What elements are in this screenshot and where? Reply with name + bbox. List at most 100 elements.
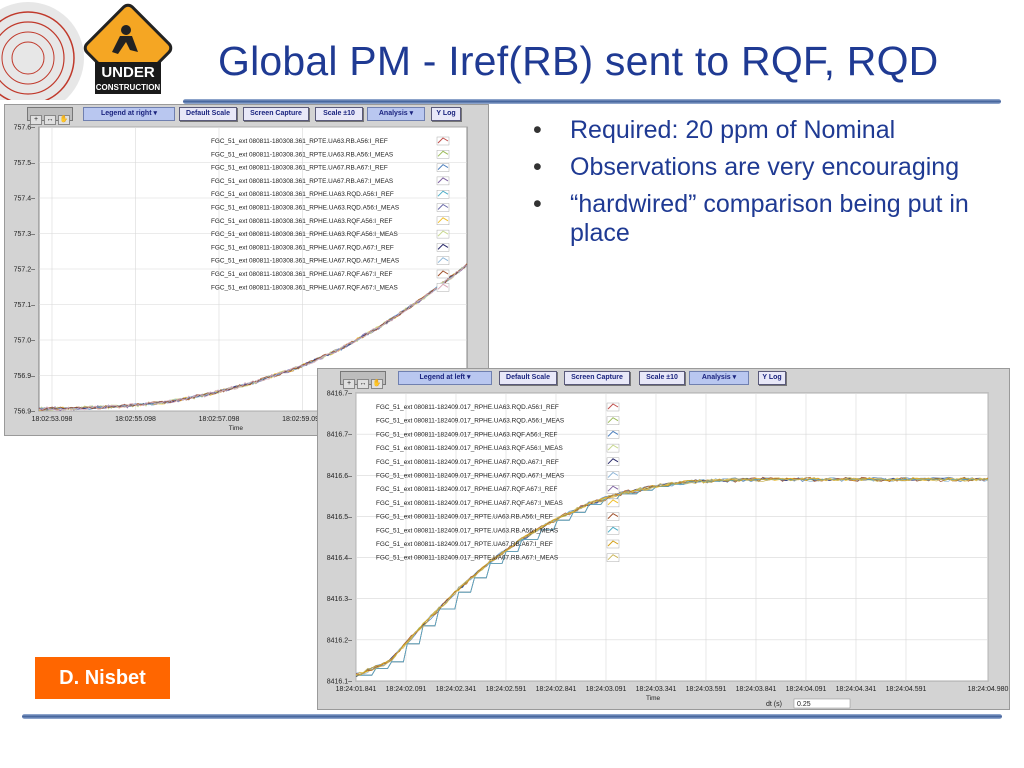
legend-swatch-line (607, 512, 619, 519)
legend-entry-label: FGC_51_ext 080811-180308.361_RPHE.UA67.R… (211, 258, 399, 265)
legend-entry-label: FGC_51_ext 080811-180308.361_RPHE.UA67.R… (211, 244, 394, 251)
default-scale-button[interactable]: Default Scale (179, 107, 237, 121)
dt-label: dt (s) (766, 701, 782, 708)
plot-area (355, 392, 989, 682)
bullet-list: • Required: 20 ppm of Nominal • Observatio… (533, 116, 1003, 256)
y-tick-label: 8416.7– (327, 432, 352, 439)
under-construction-logo: UNDER CONSTRUCTION (0, 2, 173, 114)
logo: UNDER CONSTRUCTION (0, 0, 180, 114)
default-scale-button[interactable]: Default Scale (499, 371, 557, 385)
y-tick-label: 8416.5– (327, 514, 352, 521)
legend-swatch-box (606, 553, 620, 562)
zoom-tool-icon[interactable]: + (343, 379, 355, 389)
hand-tool-icon[interactable]: ✋ (371, 379, 383, 389)
legend-dropdown[interactable]: Legend at right ▾ (83, 107, 175, 121)
x-tick-label: 18:24:04.591 (886, 686, 927, 693)
legend-swatch-line (437, 203, 449, 210)
legend-swatch-line (607, 554, 619, 561)
scale-button[interactable]: Scale ±10 (639, 371, 685, 385)
legend-swatch-box (606, 498, 620, 508)
y-tick-label: 8416.3– (327, 596, 352, 603)
logo-text-under: UNDER (101, 64, 155, 81)
legend-swatch-box (606, 471, 620, 480)
legend-entry-label: FGC_51_ext 080811-182409.017_RPHE.UA67.R… (376, 500, 563, 507)
legend-entry-label: FGC_51_ext 080811-180308.361_RPTE.UA63.R… (211, 138, 388, 145)
legend-swatch-box (436, 269, 450, 279)
legend-swatch-box (606, 402, 620, 412)
y-log-button[interactable]: Y Log (758, 371, 786, 385)
analysis-dropdown[interactable]: Analysis ▾ (689, 371, 749, 385)
legend-swatch-line (437, 163, 449, 170)
x-axis-label: Time (646, 695, 661, 702)
legend-entry-label: FGC_51_ext 080811-180308.361_RPHE.UA67.R… (211, 284, 398, 291)
y-tick-label: 8416.1– (327, 679, 352, 686)
legend-entry-label: FGC_51_ext 080811-180308.361_RPTE.UA67.R… (211, 178, 393, 185)
bullet-item: • Required: 20 ppm of Nominal (533, 116, 1003, 145)
legend-entry-label: FGC_51_ext 080811-182409.017_RPHE.UA67.R… (376, 486, 558, 493)
x-tick-label: 18:24:03.841 (736, 686, 777, 693)
x-tick-label: 18:24:02.341 (436, 686, 477, 693)
x-tick-label: 18:24:02.591 (486, 686, 527, 693)
bullet-text: Observations are very encouraging (570, 153, 960, 181)
zoom-tool-icon[interactable]: + (30, 115, 42, 125)
legend-entry-label: FGC_51_ext 080811-180308.361_RPHE.UA63.R… (211, 231, 398, 238)
y-tick-label: 757.4– (14, 196, 36, 203)
series-line (355, 476, 989, 676)
chart-toolbar: + ↔ ✋ Legend at right ▾ Default Scale Scre… (5, 105, 488, 125)
screen-capture-button[interactable]: Screen Capture (564, 371, 630, 385)
legend-dropdown[interactable]: Legend at left ▾ (398, 371, 492, 385)
bullet-item: • “hardwired” comparison being put in pla… (533, 190, 1003, 248)
y-tick-label: 757.1– (14, 302, 36, 309)
bullet-dot: • (533, 116, 542, 144)
y-log-button[interactable]: Y Log (431, 107, 461, 121)
y-tick-label: 757.6– (14, 125, 36, 132)
y-tick-label: 757.2– (14, 267, 36, 274)
scale-button[interactable]: Scale ±10 (315, 107, 363, 121)
bullet-dot: • (533, 153, 542, 181)
series-line (38, 265, 468, 411)
x-tick-label: 18:24:04.091 (786, 686, 827, 693)
x-tick-label: 18:24:03.091 (586, 686, 627, 693)
dt-value: 0.25 (797, 701, 811, 708)
analysis-dropdown[interactable]: Analysis ▾ (367, 107, 425, 121)
x-tick-label: 18:02:57.098 (199, 416, 240, 423)
legend-entry-label: FGC_51_ext 080811-180308.361_RPHE.UA63.R… (211, 191, 394, 198)
legend-swatch-box (436, 229, 450, 239)
x-tick-label: 18:24:03.591 (686, 686, 727, 693)
bullet-text: “hardwired” comparison being put in plac… (570, 190, 969, 247)
legend-swatch-box (606, 416, 620, 425)
dt-field (793, 698, 851, 709)
legend-swatch-line (437, 230, 449, 237)
legend-entry-label: FGC_51_ext 080811-180308.361_RPHE.UA63.R… (211, 218, 393, 225)
title-divider (183, 99, 1001, 104)
legend-swatch-box (606, 539, 620, 549)
pan-tool-icon[interactable]: ↔ (357, 379, 369, 389)
legend-swatch-line (607, 526, 619, 533)
slide-title: Global PM - Iref(RB) sent to RQF, RQD (218, 38, 939, 84)
legend-swatch-line (437, 177, 449, 184)
legend-entry-label: FGC_51_ext 080811-182409.017_RPHE.UA63.R… (376, 418, 564, 425)
legend-swatch-box (436, 216, 450, 226)
legend-swatch-line (607, 499, 619, 506)
chart-panel-2: + ↔ ✋ Legend at left ▾ Default Scale Scree… (317, 368, 1010, 710)
legend-swatch-line (437, 150, 449, 157)
legend-swatch-box (606, 526, 620, 535)
legend-swatch-box (436, 163, 450, 172)
x-tick-label: 18:02:53.098 (32, 416, 73, 423)
screen-capture-button[interactable]: Screen Capture (243, 107, 309, 121)
chart-toolbar: + ↔ ✋ Legend at left ▾ Default Scale Scree… (318, 369, 1009, 389)
hand-tool-icon[interactable]: ✋ (58, 115, 70, 125)
y-tick-label: 756.9– (14, 373, 36, 380)
legend-swatch-box (606, 484, 620, 494)
legend-entry-label: FGC_51_ext 080811-180308.361_RPHE.UA63.R… (211, 205, 399, 212)
legend-swatch-line (607, 444, 619, 451)
legend-swatch-line (437, 217, 449, 224)
y-tick-label: 8416.4– (327, 555, 352, 562)
footer-divider (22, 714, 1002, 719)
legend-swatch-line (437, 137, 449, 144)
bullet-dot: • (533, 190, 542, 218)
x-tick-label: 18:24:02.091 (386, 686, 427, 693)
bullet-text: Required: 20 ppm of Nominal (570, 116, 896, 144)
pan-tool-icon[interactable]: ↔ (44, 115, 56, 125)
y-tick-label: 8416.2– (327, 637, 352, 644)
